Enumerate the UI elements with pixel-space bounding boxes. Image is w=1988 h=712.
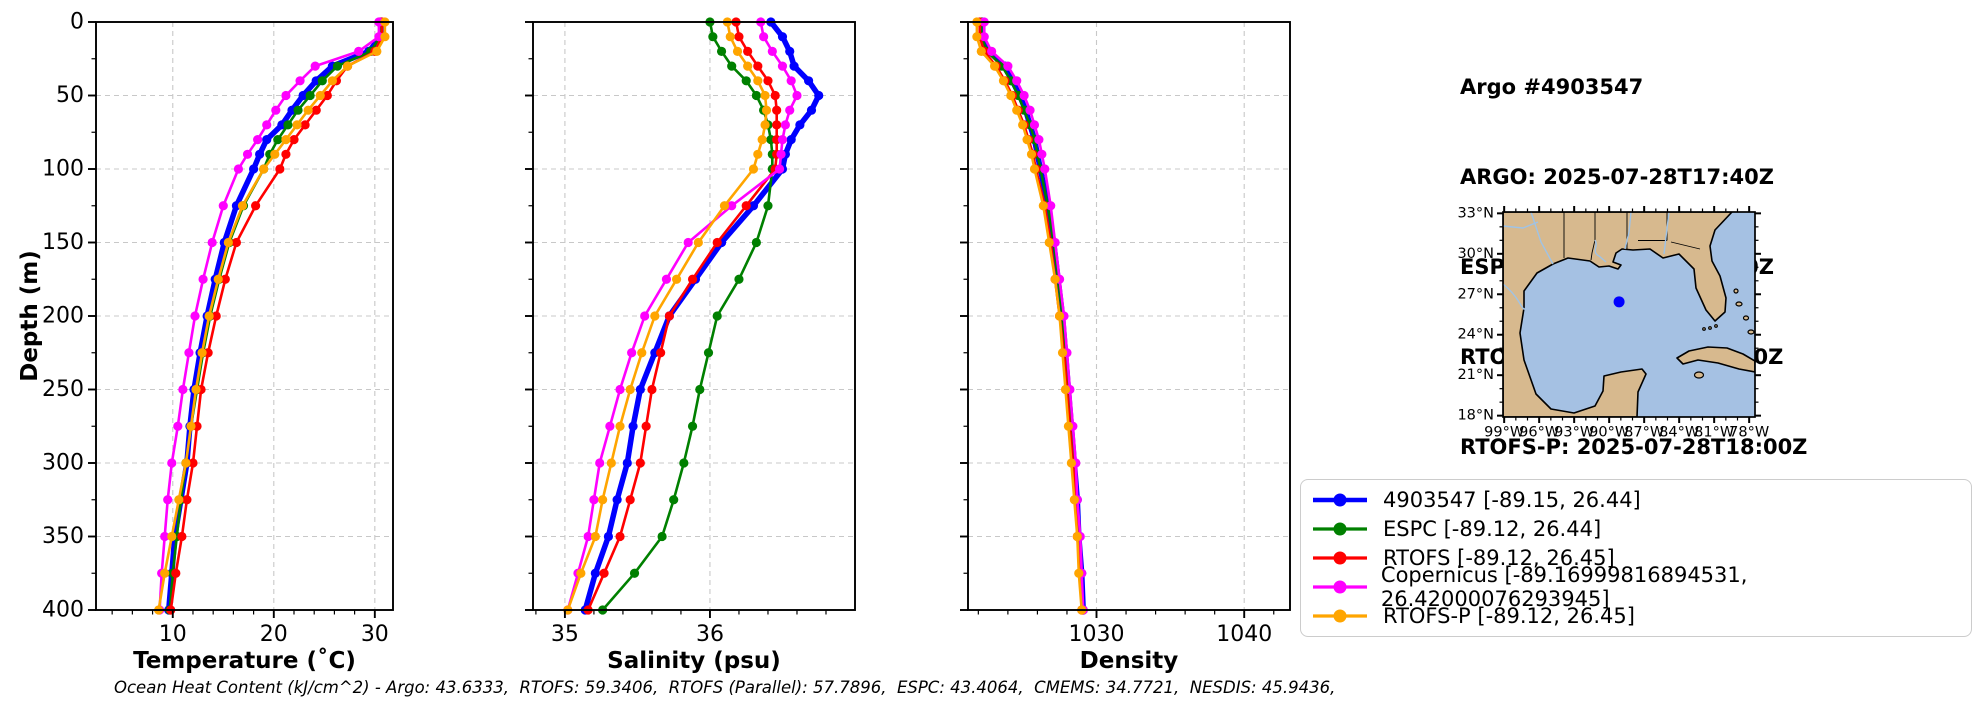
map-lon-tick-label: 90°W	[1589, 425, 1629, 441]
title-line-rtofsp-time: RTOFS-P: 2025-07-28T18:00Z	[1460, 435, 1808, 459]
legend-line-dot-marker	[1313, 551, 1367, 565]
x-tick-label: 1040	[1216, 622, 1272, 647]
map-lat-tick-label: 27°N	[1457, 286, 1494, 302]
map-land-mainland	[1503, 212, 1733, 417]
legend-item-rtofsp: RTOFS-P [-89.12, 26.45]	[1311, 602, 1961, 630]
x-axis-label: Salinity (psu)	[607, 648, 781, 674]
y-tick-label: 50	[56, 83, 84, 108]
legend-line-dot-marker	[1313, 493, 1367, 507]
legend-item-label: Copernicus [-89.16999816894531, 26.42000…	[1380, 562, 1748, 611]
map-lat-tick-label: 21°N	[1457, 367, 1494, 383]
y-tick-label: 100	[42, 157, 84, 182]
x-axis-label: Density	[1080, 648, 1179, 674]
profile-plots-canvas: 10 20 30050100150200250300350400Temperatur…	[17, 10, 1291, 674]
map-lat-tick-label: 24°N	[1457, 327, 1494, 343]
legend-line-dot-marker	[1313, 580, 1367, 594]
profile-markers-RTOFS-P	[563, 17, 772, 615]
location-map: 99°W 96°W 93°W 90°W 87°W 84°W 81°W 78°W 33°N 30°N…	[1437, 205, 1777, 454]
plot-temperature: 10 20 30050100150200250300350400Temperatur…	[17, 10, 394, 674]
legend-item-label: RTOFS-P [-89.12, 26.45]	[1383, 603, 1635, 628]
legend-item-argo: 4903547 [-89.15, 26.44]	[1311, 486, 1961, 514]
map-lon-tick-label: 84°W	[1659, 425, 1699, 441]
map-lon-tick-label: 87°W	[1624, 425, 1664, 441]
map-lon-tick-label: 78°W	[1729, 425, 1769, 441]
y-tick-label: 0	[70, 10, 84, 35]
map-lon-tick-label: 99°W	[1484, 425, 1524, 441]
argo-float-position-marker	[1613, 296, 1625, 308]
x-tick-label: 36	[696, 622, 724, 647]
profile-markers-RTOFS	[583, 17, 782, 615]
legend-line-dot-marker	[1313, 522, 1367, 536]
plot-density: 1030 1040 Density	[960, 17, 1291, 674]
y-tick-label: 150	[42, 230, 84, 255]
x-tick-label: 1030	[1069, 622, 1125, 647]
legend-item-label: 4903547 [-89.15, 26.44]	[1383, 488, 1641, 513]
x-tick-label: 20	[260, 622, 288, 647]
x-axis-label: Temperature (˚C)	[133, 647, 356, 674]
profile-markers-RTOFS-P	[154, 17, 390, 615]
profile-line-4903547	[582, 20, 822, 611]
profile-markers-ESPC	[598, 17, 777, 615]
map-ticks: 99°W96°W93°W90°W87°W84°W81°W78°W 33°N 30°N…	[1457, 205, 1769, 440]
y-axis-label: Depth (m)	[17, 250, 43, 382]
legend: 4903547 [-89.15, 26.44] ESPC [-89.12, 26…	[1300, 479, 1972, 637]
y-tick-label: 250	[42, 377, 84, 402]
map-frame	[1502, 211, 1756, 418]
x-tick-label: 10	[159, 622, 187, 647]
map-lon-tick-label: 96°W	[1519, 425, 1559, 441]
legend-line-dot-marker	[1313, 609, 1367, 623]
x-tick-label: 35	[551, 622, 579, 647]
legend-item-copernicus: Copernicus [-89.16999816894531, 26.42000…	[1311, 563, 1961, 611]
map-lat-tick-label: 18°N	[1457, 408, 1494, 424]
y-tick-label: 300	[42, 451, 84, 476]
legend-item-label: RTOFS [-89.12, 26.45]	[1383, 545, 1615, 570]
title-line-argo-id: Argo #4903547	[1460, 75, 1644, 99]
legend-item-rtofs: RTOFS [-89.12, 26.45]	[1311, 544, 1961, 572]
legend-item-espc: ESPC [-89.12, 26.44]	[1311, 515, 1961, 543]
map-land-cuba	[1676, 346, 1755, 373]
map-rivers	[1503, 212, 1670, 310]
legend-item-label: ESPC [-89.12, 26.44]	[1383, 517, 1602, 542]
y-tick-label: 200	[42, 304, 84, 329]
ocean-heat-content-note: Ocean Heat Content (kJ/cm^2) - Argo: 43.…	[114, 678, 1336, 697]
map-lat-tick-label: 33°N	[1457, 205, 1494, 221]
title-line-argo-time: ARGO: 2025-07-28T17:40Z	[1460, 165, 1774, 189]
y-tick-label: 350	[42, 524, 84, 549]
x-tick-label: 30	[361, 622, 389, 647]
map-small-islands	[1693, 288, 1755, 379]
map-lat-tick-label: 30°N	[1457, 246, 1494, 262]
map-lon-tick-label: 81°W	[1694, 425, 1734, 441]
map-lon-tick-label: 93°W	[1554, 425, 1594, 441]
profile-markers-Copernicus	[155, 17, 384, 615]
y-tick-label: 400	[42, 598, 84, 623]
